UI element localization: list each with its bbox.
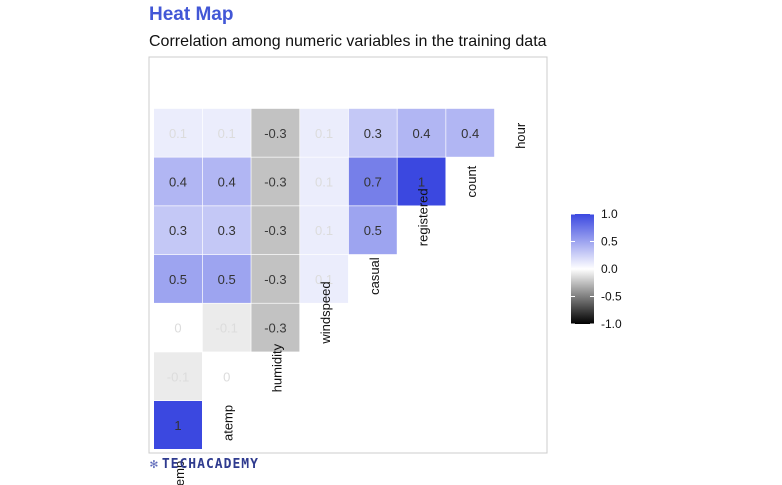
cell-value-label: 0.1 (315, 175, 333, 190)
legend-tick-label: -0.5 (601, 290, 622, 304)
variable-labels: temp atemp humidity windspeed casual register… (172, 122, 528, 485)
variable-label-windspeed: windspeed (318, 281, 333, 344)
legend-tick-label: 1.0 (601, 207, 618, 221)
cell-value-label: 0.1 (169, 126, 187, 141)
heatmap-cell-windspeed-humidity (251, 303, 300, 352)
heatmap-cell-casual-humidity (251, 254, 300, 303)
cell-value-label: 0.5 (169, 272, 187, 287)
heatmap-cell-windspeed-atemp (202, 303, 251, 352)
heatmap-cell-count-windspeed (300, 157, 349, 206)
variable-label-registered: registered (416, 188, 431, 246)
variable-label-count: count (464, 165, 479, 197)
cell-value-label: 0.4 (169, 175, 187, 190)
legend-tick-label: 0.5 (601, 235, 618, 249)
cell-value-label: -0.3 (264, 126, 286, 141)
heatmap-cells: 1 -0.1 0 0 -0.1 -0.3 0.5 0.5 -0.3 0.1 0.3 0.3 -0.3 0.… (154, 108, 495, 449)
heatmap-cell-hour-temp (154, 108, 202, 157)
heatmap-cell-humidity-temp (154, 352, 202, 401)
cell-value-label: 0.3 (218, 223, 236, 238)
heatmap-cell-count-casual (348, 157, 397, 206)
heatmap-cell-registered-casual (348, 206, 397, 255)
heatmap-cell-windspeed-temp (154, 303, 202, 352)
variable-label-humidity: humidity (269, 343, 284, 392)
variable-label-hour: hour (513, 122, 528, 149)
cell-value-label: -0.3 (264, 272, 286, 287)
heatmap-cell-count-humidity (251, 157, 300, 206)
heatmap-cell-registered-humidity (251, 206, 300, 255)
heatmap-cell-count-temp (154, 157, 202, 206)
gear-logo-icon: ✻ (150, 457, 159, 472)
chart-subtitle: Correlation among numeric variables in t… (149, 33, 547, 50)
heatmap-cell-hour-count (446, 108, 495, 157)
cell-value-label: 0.1 (315, 272, 333, 287)
cell-value-label: -0.3 (264, 321, 286, 336)
heatmap-cell-casual-atemp (202, 254, 251, 303)
heatmap-cell-registered-windspeed (300, 206, 349, 255)
cell-value-label: 0.4 (412, 126, 430, 141)
legend-colorbar (571, 214, 594, 324)
heatmap-cell-hour-atemp (202, 108, 251, 157)
cell-value-label: 0.1 (315, 126, 333, 141)
cell-value-label: 0 (223, 369, 230, 384)
heatmap-cell-hour-windspeed (300, 108, 349, 157)
cell-value-label: 0.3 (169, 223, 187, 238)
cell-value-label: 0.1 (218, 126, 236, 141)
color-legend: 1.0 0.5 0.0 -0.5 -1.0 (571, 207, 622, 331)
heatmap-cell-humidity-atemp (202, 352, 251, 401)
cell-value-label: 0.5 (218, 272, 236, 287)
cell-value-label: 1 (174, 418, 181, 433)
cell-value-label: -0.1 (215, 321, 237, 336)
legend-tick-label: -1.0 (601, 317, 622, 331)
cell-value-label: 0.4 (461, 126, 479, 141)
cell-value-label: 1 (418, 175, 425, 190)
brand-name: TECHACADEMY (161, 457, 259, 472)
cell-value-label: 0.3 (364, 126, 382, 141)
heatmap-cell-casual-temp (154, 254, 202, 303)
heatmap-cell-hour-casual (348, 108, 397, 157)
heatmap-cell-hour-humidity (251, 108, 300, 157)
brand-logo: ✻ TECHACADEMY (150, 457, 259, 472)
cell-value-label: -0.3 (264, 175, 286, 190)
variable-label-casual: casual (367, 257, 382, 295)
heatmap-cell-registered-temp (154, 206, 202, 255)
heatmap-cell-hour-registered (397, 108, 446, 157)
chart-title: Heat Map (149, 4, 234, 25)
heatmap-cell-atemp-temp (154, 401, 202, 449)
heatmap-cell-registered-atemp (202, 206, 251, 255)
cell-value-label: 0 (174, 321, 181, 336)
cell-value-label: 0.7 (364, 175, 382, 190)
heatmap-cell-count-registered (397, 157, 446, 206)
variable-label-atemp: atemp (221, 405, 236, 441)
legend-tick-label: 0.0 (601, 262, 618, 276)
cell-value-label: -0.1 (167, 369, 189, 384)
variable-label-temp: temp (172, 461, 187, 485)
cell-value-label: 0.1 (315, 223, 333, 238)
heatmap-cell-casual-windspeed (300, 254, 349, 303)
cell-value-label: 0.5 (364, 223, 382, 238)
heatmap-cell-count-atemp (202, 157, 251, 206)
cell-value-label: -0.3 (264, 223, 286, 238)
cell-value-label: 0.4 (218, 175, 236, 190)
